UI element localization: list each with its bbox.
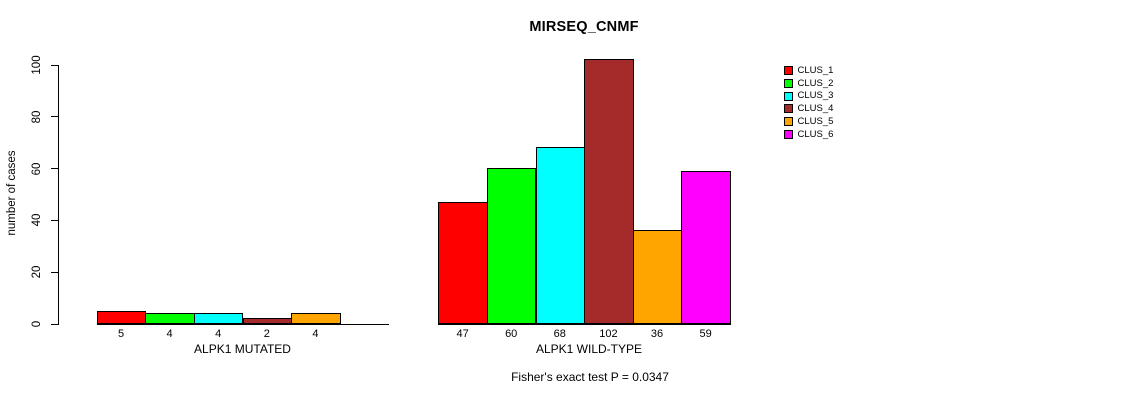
- y-tick-mark: [51, 323, 58, 325]
- bar-clus_3-group1: [193, 313, 244, 325]
- legend-item-clus_5: CLUS_5: [783, 115, 834, 127]
- y-tick-label: 40: [31, 213, 43, 227]
- y-tick-label: 100: [31, 55, 43, 75]
- bar-clus_2-group2: [486, 168, 537, 325]
- legend-item-clus_3: CLUS_3: [783, 90, 834, 102]
- legend-swatch-clus_6: [783, 129, 793, 139]
- legend-item-clus_1: CLUS_1: [783, 65, 834, 76]
- bar-value-label: 68: [553, 327, 566, 340]
- x-axis-group-label: ALPK1 WILD-TYPE: [535, 342, 643, 356]
- bar-value-label: 4: [312, 327, 319, 340]
- y-tick-label: 80: [31, 110, 43, 124]
- y-tick-label: 60: [31, 162, 43, 175]
- bar-value-label: 102: [599, 327, 618, 340]
- bar-value-label: 2: [263, 327, 270, 340]
- bar-value-label: 47: [456, 327, 469, 340]
- y-axis-line: [57, 64, 59, 325]
- bar-clus_6-group2: [681, 170, 731, 325]
- bar-value-label: 5: [117, 327, 125, 340]
- legend-swatch-clus_3: [783, 91, 793, 101]
- bar-value-label: 4: [166, 327, 173, 340]
- legend-item-clus_2: CLUS_2: [783, 77, 834, 89]
- bar-clus_4-group1: [242, 318, 293, 325]
- legend-label: CLUS_6: [797, 128, 834, 140]
- legend-label: CLUS_1: [797, 65, 834, 76]
- y-tick-mark: [51, 116, 58, 118]
- legend-label: CLUS_2: [797, 77, 834, 89]
- bar-clus_5-group1: [291, 313, 341, 325]
- x-axis-group-label: ALPK1 MUTATED: [194, 342, 291, 356]
- legend-label: CLUS_4: [797, 103, 834, 115]
- legend-label: CLUS_5: [797, 115, 834, 127]
- legend-item-clus_4: CLUS_4: [783, 103, 834, 115]
- bar-clus_3-group2: [535, 147, 586, 325]
- y-tick-mark: [51, 219, 58, 221]
- legend-label: CLUS_3: [797, 90, 834, 102]
- legend-swatch-clus_2: [783, 78, 793, 88]
- bar-clus_1-group1: [96, 310, 147, 325]
- legend-item-clus_6: CLUS_6: [783, 128, 834, 140]
- y-axis-label: number of cases: [6, 150, 18, 236]
- bar-value-label: 4: [215, 327, 222, 340]
- bar-clus_1-group2: [438, 201, 488, 325]
- y-tick-mark: [51, 64, 58, 66]
- bar-value-label: 36: [650, 327, 664, 340]
- bar-clus_5-group2: [632, 230, 683, 325]
- fisher-test-annotation: Fisher's exact test P = 0.0347: [511, 370, 669, 384]
- y-tick-label: 0: [31, 320, 43, 328]
- bar-value-label: 59: [699, 327, 712, 340]
- y-tick-mark: [51, 271, 58, 273]
- legend-swatch-clus_1: [783, 66, 793, 76]
- y-tick-mark: [51, 168, 58, 170]
- legend-swatch-clus_4: [783, 104, 793, 114]
- bar-clus_2-group1: [145, 313, 195, 325]
- y-tick-label: 20: [31, 265, 43, 279]
- bar-clus_4-group2: [584, 59, 634, 325]
- bar-value-label: 60: [505, 327, 518, 340]
- chart-title: MIRSEQ_CNMF: [529, 19, 639, 35]
- legend-swatch-clus_5: [783, 117, 793, 127]
